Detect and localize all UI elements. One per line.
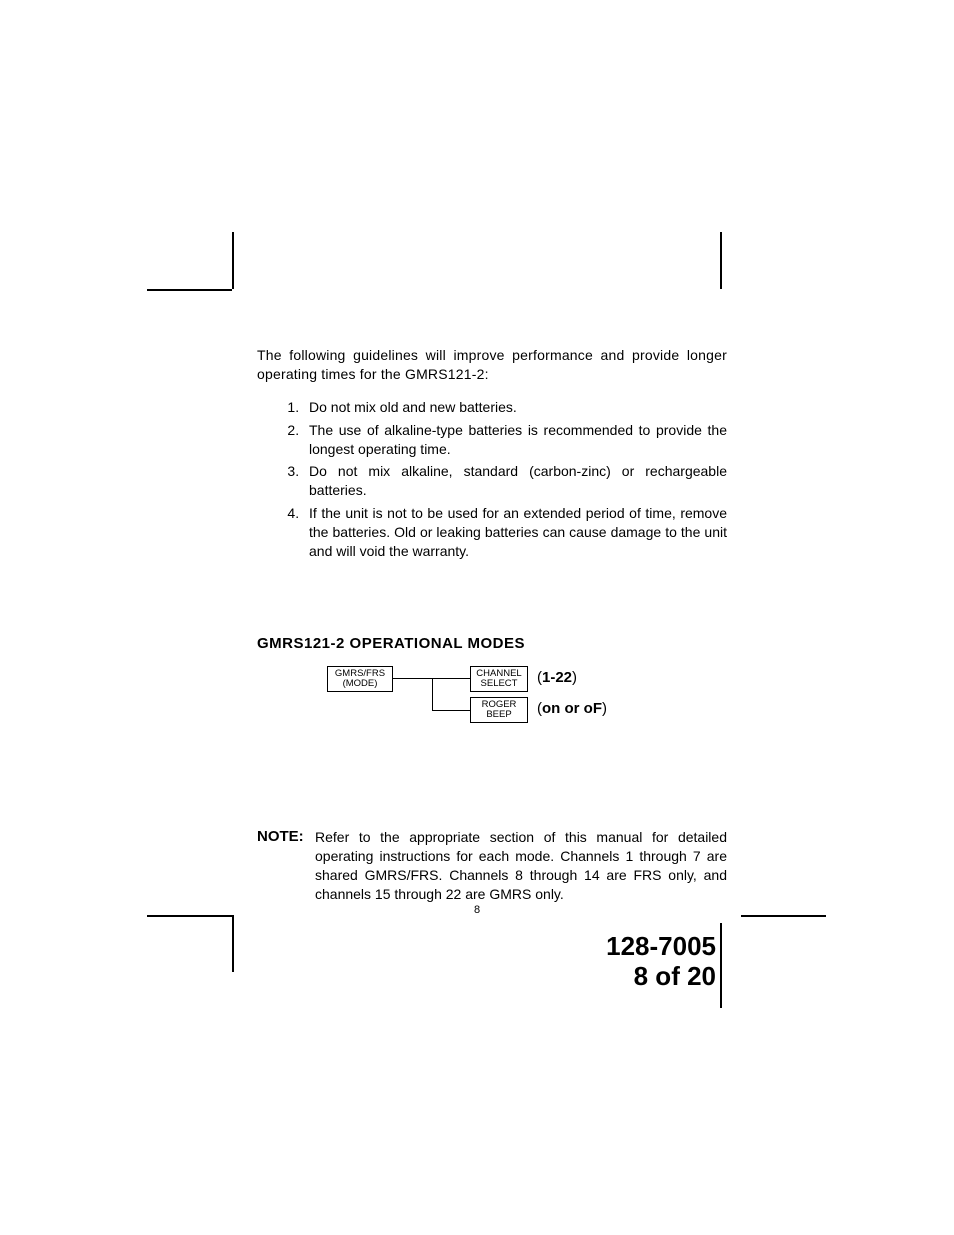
crop-mark: [232, 915, 234, 972]
guideline-item: The use of alkaline-type batteries is re…: [303, 421, 727, 459]
channel-value: (1-22): [537, 669, 577, 686]
intro-text: The following guidelines will improve pe…: [257, 346, 727, 384]
crop-mark: [720, 923, 722, 1008]
roger-value: (on or oF): [537, 700, 607, 717]
channel-box: CHANNEL SELECT: [470, 666, 528, 692]
note-label: NOTE:: [257, 828, 315, 904]
channel-box-line2: SELECT: [481, 678, 518, 689]
content-area: The following guidelines will improve pe…: [257, 332, 727, 903]
roger-box: ROGER BEEP: [470, 697, 528, 723]
modes-diagram: GMRS/FRS (MODE) CHANNEL SELECT ROGER BEE…: [257, 666, 727, 756]
doc-footer: 128-7005 8 of 20: [606, 932, 716, 992]
note-block: NOTE: Refer to the appropriate section o…: [257, 828, 727, 904]
diagram-connector: [432, 678, 433, 710]
guideline-item: Do not mix old and new batteries.: [303, 398, 727, 417]
page: The following guidelines will improve pe…: [0, 0, 954, 1235]
guideline-item: Do not mix alkaline, standard (carbon-zi…: [303, 462, 727, 500]
crop-mark: [720, 232, 722, 289]
crop-mark: [147, 289, 232, 291]
roger-box-line2: BEEP: [486, 709, 511, 720]
mode-box: GMRS/FRS (MODE): [327, 666, 393, 692]
page-of: 8 of 20: [634, 961, 716, 991]
crop-mark: [232, 232, 234, 289]
guideline-item: If the unit is not to be used for an ext…: [303, 504, 727, 561]
doc-id: 128-7005: [606, 931, 716, 961]
guidelines-list: Do not mix old and new batteries. The us…: [257, 398, 727, 561]
page-number-small: 8: [0, 904, 954, 916]
note-text: Refer to the appropriate section of this…: [315, 828, 727, 904]
mode-box-line2: (MODE): [343, 678, 378, 689]
diagram-connector: [432, 710, 470, 711]
section-heading: GMRS121-2 OPERATIONAL MODES: [257, 635, 727, 652]
